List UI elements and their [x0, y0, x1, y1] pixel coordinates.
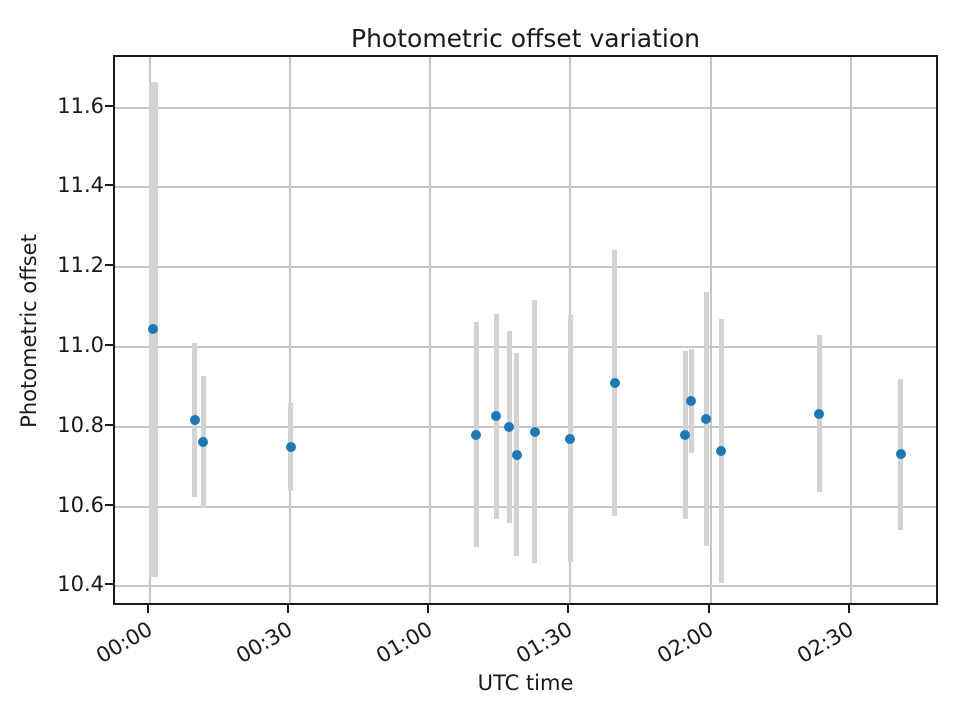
x-tick-mark [567, 605, 570, 613]
data-point [491, 411, 502, 422]
data-point [609, 377, 620, 388]
x-tick-mark [847, 605, 850, 613]
chart-title: Photometric offset variation [351, 24, 700, 53]
data-point [814, 408, 825, 419]
data-point [895, 449, 906, 460]
y-tick-mark [105, 264, 113, 267]
y-tick-mark [105, 503, 113, 506]
data-point [529, 426, 540, 437]
y-tick-mark [105, 184, 113, 187]
data-point [285, 442, 296, 453]
gridline-y [115, 106, 936, 109]
data-point [680, 430, 691, 441]
gridline-y [115, 425, 936, 428]
y-tick-label: 11.6 [57, 93, 104, 118]
x-tick-mark [286, 605, 289, 613]
data-point [148, 324, 159, 335]
data-point [716, 446, 727, 457]
y-tick-mark [105, 423, 113, 426]
gridline-y [115, 585, 936, 588]
gridline-x [849, 57, 852, 603]
gridline-x [288, 57, 291, 603]
data-point [198, 436, 209, 447]
data-point [565, 433, 576, 444]
x-tick-mark [707, 605, 710, 613]
y-tick-mark [105, 104, 113, 107]
y-tick-label: 11.4 [57, 173, 104, 198]
data-point [189, 414, 200, 425]
y-tick-label: 10.4 [57, 572, 104, 597]
gridline-y [115, 266, 936, 269]
data-point [511, 449, 522, 460]
gridline-y [115, 186, 936, 189]
data-point [471, 429, 482, 440]
y-axis-label: Photometric offset [17, 234, 41, 428]
y-tick-label: 11.2 [57, 253, 104, 278]
y-tick-label: 10.8 [57, 412, 104, 437]
plot-area [113, 55, 938, 605]
gridline-x [429, 57, 431, 603]
y-tick-label: 10.6 [57, 492, 104, 517]
y-tick-mark [105, 344, 113, 346]
gridline-y [115, 505, 936, 508]
data-point [504, 421, 514, 432]
data-point [701, 413, 712, 424]
gridline-y [115, 346, 936, 348]
x-axis-label: UTC time [477, 671, 574, 695]
x-tick-mark [146, 605, 149, 613]
x-tick-mark [427, 605, 429, 613]
data-point [686, 396, 697, 407]
y-tick-label: 11.0 [57, 333, 104, 357]
y-tick-mark [105, 583, 113, 586]
gridline-x [709, 57, 712, 603]
